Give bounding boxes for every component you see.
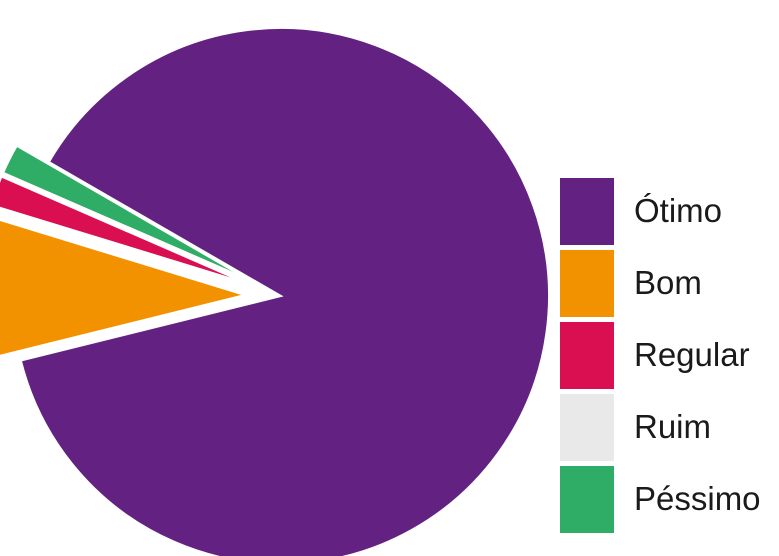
legend-item-pessimo: Péssimo bbox=[560, 463, 775, 535]
legend-item-regular: Regular bbox=[560, 319, 775, 391]
pie-slice-otimo bbox=[19, 27, 550, 556]
legend-item-otimo: Ótimo bbox=[560, 175, 775, 247]
legend-label-regular: Regular bbox=[634, 336, 750, 373]
legend-item-bom: Bom bbox=[560, 247, 775, 319]
pie-slice-pessimo bbox=[1, 144, 250, 281]
legend-swatch-bom bbox=[560, 249, 614, 317]
legend-label-pessimo: Péssimo bbox=[634, 480, 761, 517]
legend-label-bom: Bom bbox=[634, 264, 702, 301]
pie-slice-regular bbox=[0, 175, 248, 285]
legend-swatch-otimo bbox=[560, 177, 614, 245]
legend-swatch-pessimo bbox=[560, 465, 614, 533]
pie-slice-bom bbox=[0, 218, 249, 357]
legend-swatch-ruim bbox=[560, 393, 614, 461]
legend: Ótimo Bom Regular Ruim Péssimo bbox=[560, 175, 775, 535]
legend-label-ruim: Ruim bbox=[634, 408, 712, 445]
legend-swatch-regular bbox=[560, 321, 614, 389]
legend-label-otimo: Ótimo bbox=[634, 192, 723, 229]
legend-item-ruim: Ruim bbox=[560, 391, 775, 463]
